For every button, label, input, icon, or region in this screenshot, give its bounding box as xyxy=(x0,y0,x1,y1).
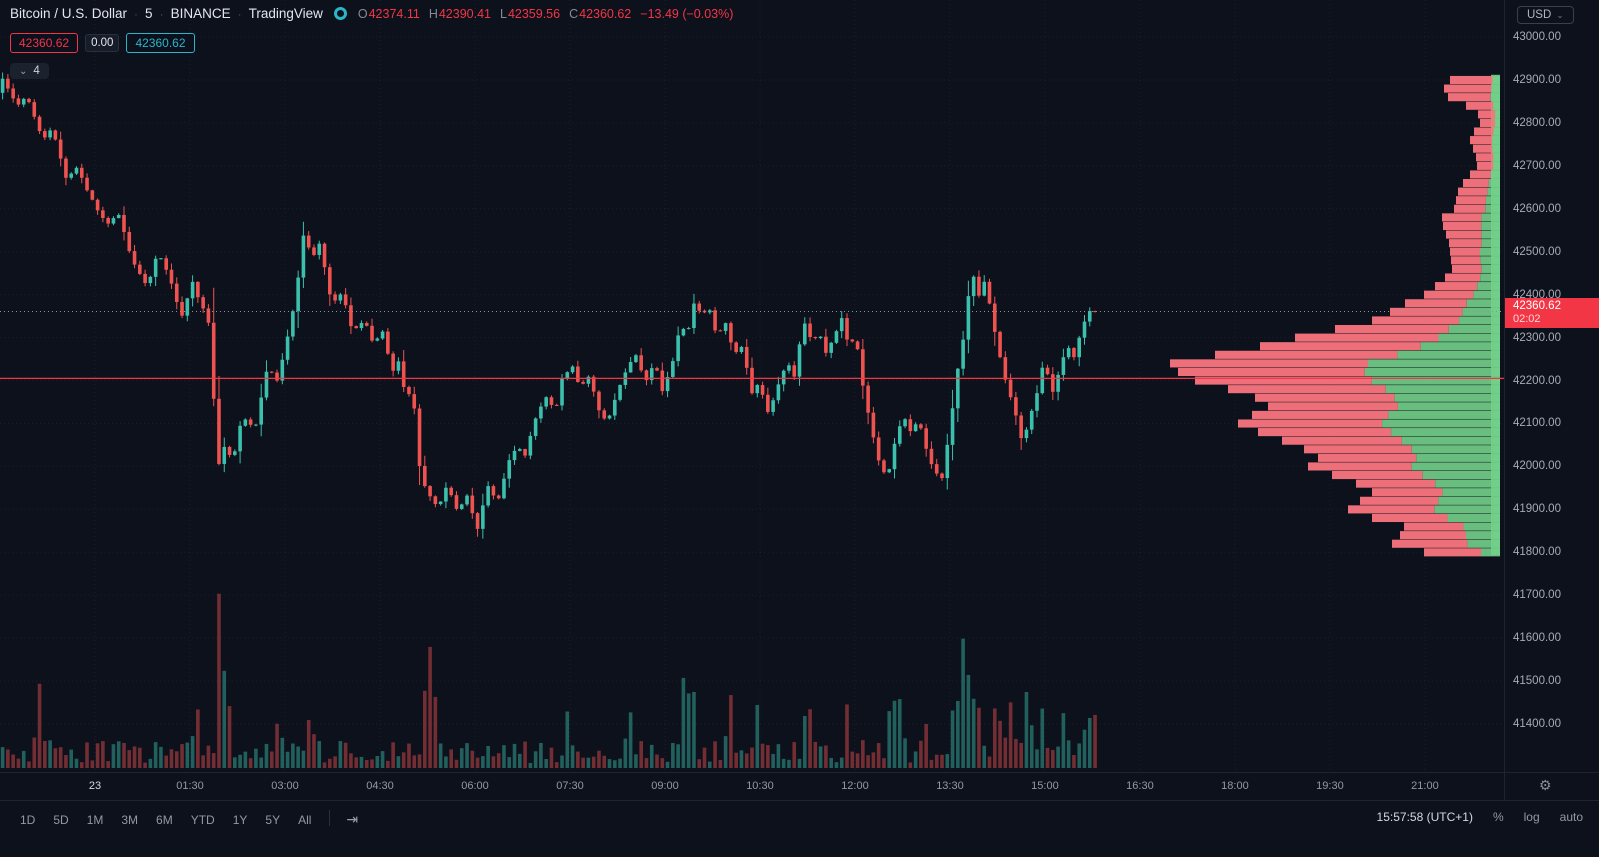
separator-dot: · xyxy=(237,6,242,21)
time-axis-label: 07:30 xyxy=(556,780,584,792)
price-axis-label: 43000.00 xyxy=(1513,31,1561,43)
range-button-all[interactable]: All xyxy=(298,813,312,827)
close-label: C xyxy=(569,6,579,21)
range-button-1d[interactable]: 1D xyxy=(20,813,36,827)
market-status-icon[interactable] xyxy=(333,7,347,20)
time-axis-label: 10:30 xyxy=(746,780,774,792)
time-axis-label: 19:30 xyxy=(1316,780,1344,792)
go-to-date-icon[interactable]: ⇥ xyxy=(346,811,359,827)
time-axis-label: 16:30 xyxy=(1126,780,1154,792)
chart-settings-gear-icon[interactable]: ⚙ xyxy=(1539,777,1552,793)
brand-label: TradingView xyxy=(248,6,323,21)
time-axis-label: 01:30 xyxy=(176,780,204,792)
range-selector: 1D 5D 1M 3M 6M YTD 1Y 5Y All xyxy=(12,810,319,830)
range-button-5y[interactable]: 5Y xyxy=(265,813,281,827)
range-button-1y[interactable]: 1Y xyxy=(232,813,248,827)
time-axis-label: 09:00 xyxy=(651,780,679,792)
time-axis-label: 06:00 xyxy=(461,780,489,792)
price-axis-label: 41900.00 xyxy=(1513,503,1561,516)
price-axis-label: 42000.00 xyxy=(1513,460,1561,473)
time-axis-label: 18:00 xyxy=(1221,780,1249,792)
price-axis-label: 42700.00 xyxy=(1513,159,1561,172)
range-button-ytd[interactable]: YTD xyxy=(190,813,215,827)
object-count: 4 xyxy=(33,65,40,77)
high-label: H xyxy=(428,6,438,21)
bar-countdown: 02:02 xyxy=(1513,312,1541,325)
change-value: −13.49 (−0.03%) xyxy=(640,6,734,21)
axis-corner: ⚙ xyxy=(1504,772,1599,801)
low-label: L xyxy=(500,6,507,21)
range-button-1m[interactable]: 1M xyxy=(86,813,104,827)
close-value: 42360.62 xyxy=(579,6,632,21)
interval-label[interactable]: 5 xyxy=(145,6,153,21)
separator-dot: · xyxy=(134,6,139,21)
price-axis-label: 41600.00 xyxy=(1513,632,1561,645)
exchange-label: BINANCE xyxy=(170,6,231,21)
currency-dropdown[interactable]: USD ⌄ xyxy=(1517,6,1574,24)
time-axis-label: 13:30 xyxy=(936,780,964,792)
ask-price-box[interactable]: 42360.62 xyxy=(126,33,195,53)
auto-scale-toggle[interactable]: auto xyxy=(1559,810,1583,824)
time-axis-label: 04:30 xyxy=(366,780,394,792)
toolbar-divider xyxy=(329,810,331,826)
price-axis-label: 41400.00 xyxy=(1513,718,1561,731)
low-value: 42359.56 xyxy=(507,6,561,21)
time-axis[interactable]: 23 01:30 03:00 04:30 06:00 07:30 09:00 10:30 12:… xyxy=(0,772,1504,801)
chevron-down-icon: ⌄ xyxy=(19,65,28,77)
bottom-toolbar: 1D 5D 1M 3M 6M YTD 1Y 5Y All ⇥ 15:57:58 (UTC+1) … xyxy=(0,800,1599,857)
price-axis-label: 42100.00 xyxy=(1513,417,1561,430)
open-label: O xyxy=(357,6,368,21)
price-axis-label: 41700.00 xyxy=(1513,589,1561,602)
price-axis-label: 41500.00 xyxy=(1513,675,1561,688)
time-axis-label: 03:00 xyxy=(271,780,299,792)
price-axis-label: 42200.00 xyxy=(1513,374,1561,387)
chart-legend: Bitcoin / U.S. Dollar · 5 · BINANCE · Tr… xyxy=(10,6,733,21)
current-price-label: 42360.62 02:02 xyxy=(1505,297,1599,328)
price-axis-label: 42600.00 xyxy=(1513,202,1561,215)
time-axis-label: 23 xyxy=(88,780,102,792)
range-button-3m[interactable]: 3M xyxy=(121,813,139,827)
spread-box: 0.00 xyxy=(85,34,120,52)
bid-price-box[interactable]: 42360.62 xyxy=(10,33,79,53)
current-price-value: 42360.62 xyxy=(1513,299,1561,312)
clock[interactable]: 15:57:58 (UTC+1) xyxy=(1376,810,1473,824)
open-value: 42374.11 xyxy=(368,6,420,21)
symbol-title[interactable]: Bitcoin / U.S. Dollar xyxy=(10,6,128,21)
price-axis-label: 42500.00 xyxy=(1513,245,1561,258)
currency-label: USD xyxy=(1527,9,1552,21)
range-button-6m[interactable]: 6M xyxy=(156,813,173,827)
price-axis-label: 42800.00 xyxy=(1513,116,1561,129)
toolbar-right: 15:57:58 (UTC+1) % log auto xyxy=(1377,810,1583,824)
separator-dot: · xyxy=(159,6,164,21)
chevron-down-icon: ⌄ xyxy=(1556,9,1564,20)
price-chart[interactable] xyxy=(0,0,1504,772)
percent-scale-toggle[interactable]: % xyxy=(1492,810,1504,824)
bid-ask-row: 42360.62 0.00 42360.62 xyxy=(10,33,195,53)
price-axis-label: 42300.00 xyxy=(1513,331,1561,344)
price-axis-label: 42900.00 xyxy=(1513,73,1561,86)
time-axis-label: 12:00 xyxy=(841,780,869,792)
time-axis-label: 21:00 xyxy=(1411,780,1439,792)
range-button-5d[interactable]: 5D xyxy=(53,813,69,827)
price-axis[interactable]: 42360.62 02:02 43000.00 42900.00 42800.00 4… xyxy=(1504,0,1599,772)
log-scale-toggle[interactable]: log xyxy=(1523,810,1540,824)
time-axis-label: 15:00 xyxy=(1031,780,1059,792)
high-value: 42390.41 xyxy=(438,6,491,21)
ohlc-readout: O42374.11 H42390.41 L42359.56 C42360.62 … xyxy=(358,7,734,21)
object-tree-pill[interactable]: ⌄ 4 xyxy=(10,63,49,79)
price-axis-label: 41800.00 xyxy=(1513,546,1561,559)
